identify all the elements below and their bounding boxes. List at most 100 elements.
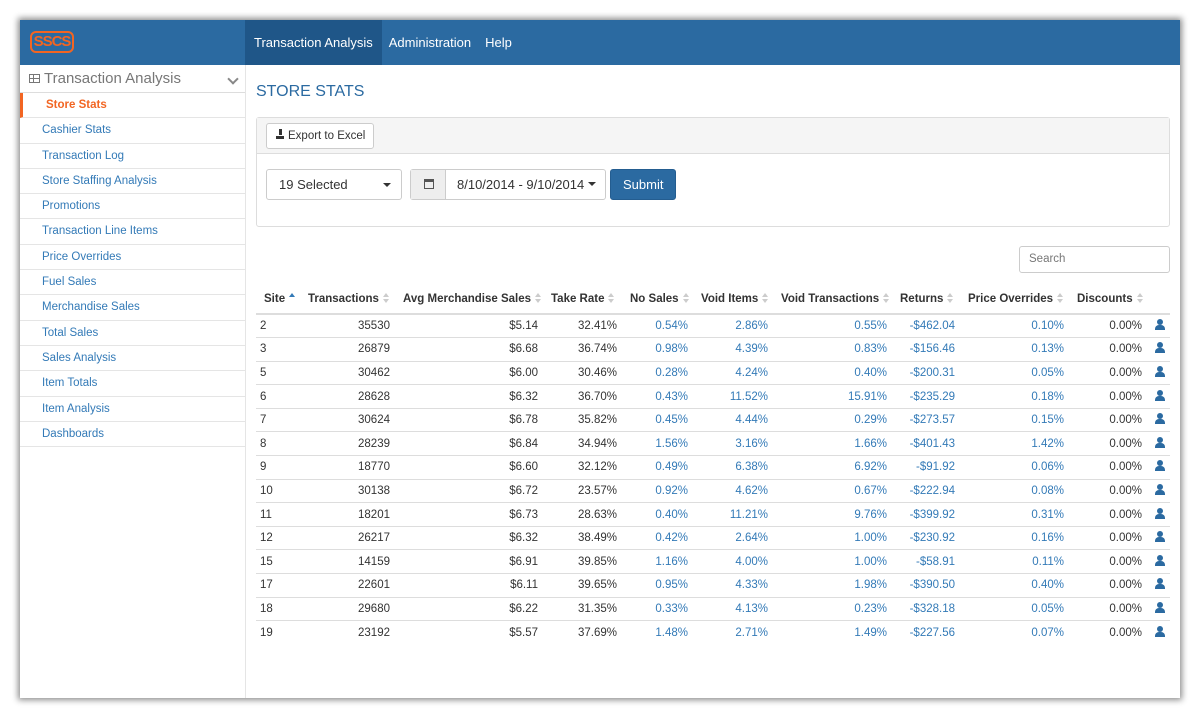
sidebar-link[interactable]: Dashboards (20, 422, 245, 447)
table-cell[interactable]: -$58.91 (892, 550, 960, 574)
table-cell[interactable]: 6.92% (773, 456, 892, 480)
table-cell[interactable]: 4.62% (693, 479, 773, 503)
sidebar-link[interactable]: Merchandise Sales (20, 295, 245, 320)
table-cell[interactable]: 0.23% (773, 597, 892, 621)
table-cell[interactable]: 1.00% (773, 526, 892, 550)
table-cell[interactable]: 1.16% (622, 550, 693, 574)
table-cell[interactable]: 1.00% (773, 550, 892, 574)
sidebar-link[interactable]: Price Overrides (20, 245, 245, 270)
table-cell[interactable]: 0.42% (622, 526, 693, 550)
table-cell[interactable]: 0.67% (773, 479, 892, 503)
table-cell[interactable]: -$328.18 (892, 597, 960, 621)
table-cell[interactable]: 11.52% (693, 385, 773, 409)
table-cell[interactable]: 15.91% (773, 385, 892, 409)
table-cell[interactable]: 1.56% (622, 432, 693, 456)
table-cell[interactable]: 1.49% (773, 621, 892, 645)
table-cell[interactable]: 0.29% (773, 408, 892, 432)
table-cell[interactable]: -$235.29 (892, 385, 960, 409)
column-header[interactable]: Take Rate (543, 284, 622, 314)
table-cell[interactable]: -$200.31 (892, 361, 960, 385)
table-cell[interactable]: 2.71% (693, 621, 773, 645)
user-icon[interactable] (1155, 319, 1165, 330)
sidebar-link[interactable]: Transaction Line Items (20, 219, 245, 244)
sidebar-link[interactable]: Transaction Log (20, 144, 245, 169)
table-cell[interactable]: 11.21% (693, 503, 773, 527)
table-cell[interactable]: 9.76% (773, 503, 892, 527)
table-cell[interactable]: 0.45% (622, 408, 693, 432)
sidebar-link[interactable]: Fuel Sales (20, 270, 245, 295)
table-cell[interactable]: 0.31% (960, 503, 1069, 527)
sidebar-link[interactable]: Sales Analysis (20, 346, 245, 371)
table-cell[interactable]: 1.48% (622, 621, 693, 645)
table-cell[interactable]: 0.10% (960, 314, 1069, 338)
table-cell[interactable]: -$273.57 (892, 408, 960, 432)
user-icon[interactable] (1155, 602, 1165, 613)
table-cell[interactable]: 0.07% (960, 621, 1069, 645)
column-header[interactable]: Discounts (1069, 284, 1147, 314)
sidebar-link[interactable]: Item Analysis (20, 397, 245, 422)
user-icon[interactable] (1155, 413, 1165, 424)
menu-item[interactable]: Help (478, 20, 519, 65)
user-icon[interactable] (1155, 437, 1165, 448)
table-cell[interactable]: 0.83% (773, 338, 892, 362)
column-header[interactable]: Returns (892, 284, 960, 314)
table-cell[interactable]: 4.44% (693, 408, 773, 432)
table-cell[interactable]: 2.64% (693, 526, 773, 550)
column-header[interactable]: Void Transactions (773, 284, 892, 314)
table-cell[interactable]: -$399.92 (892, 503, 960, 527)
sidebar-link[interactable]: Total Sales (20, 321, 245, 346)
table-cell[interactable]: 0.33% (622, 597, 693, 621)
table-cell[interactable]: 0.49% (622, 456, 693, 480)
sidebar-link[interactable]: Item Totals (20, 371, 245, 396)
user-icon[interactable] (1155, 578, 1165, 589)
table-cell[interactable]: 0.98% (622, 338, 693, 362)
table-cell[interactable]: 0.55% (773, 314, 892, 338)
table-cell[interactable]: 4.33% (693, 574, 773, 598)
table-cell[interactable]: 0.08% (960, 479, 1069, 503)
menu-item[interactable]: Administration (382, 20, 478, 65)
table-cell[interactable]: 0.95% (622, 574, 693, 598)
table-cell[interactable]: 0.54% (622, 314, 693, 338)
table-cell[interactable]: 4.39% (693, 338, 773, 362)
sidebar-section[interactable]: Transaction Analysis (20, 65, 245, 93)
table-cell[interactable]: 0.40% (622, 503, 693, 527)
table-cell[interactable]: 0.92% (622, 479, 693, 503)
user-icon[interactable] (1155, 342, 1165, 353)
table-cell[interactable]: 0.05% (960, 361, 1069, 385)
table-cell[interactable]: 4.24% (693, 361, 773, 385)
date-range-picker[interactable]: 8/10/2014 - 9/10/2014 (410, 169, 606, 200)
table-cell[interactable]: 0.15% (960, 408, 1069, 432)
table-cell[interactable]: 1.98% (773, 574, 892, 598)
column-header[interactable]: Transactions (300, 284, 395, 314)
sidebar-link[interactable]: Store Staffing Analysis (20, 169, 245, 194)
user-icon[interactable] (1155, 460, 1165, 471)
table-cell[interactable]: 4.13% (693, 597, 773, 621)
user-icon[interactable] (1155, 390, 1165, 401)
sidebar-link[interactable]: Store Stats (20, 93, 245, 118)
table-cell[interactable]: -$156.46 (892, 338, 960, 362)
table-cell[interactable]: -$401.43 (892, 432, 960, 456)
table-cell[interactable]: 1.42% (960, 432, 1069, 456)
calendar-button[interactable] (411, 170, 446, 199)
column-header[interactable]: Avg Merchandise Sales (395, 284, 543, 314)
table-cell[interactable]: 0.18% (960, 385, 1069, 409)
table-cell[interactable]: -$227.56 (892, 621, 960, 645)
table-cell[interactable]: 3.16% (693, 432, 773, 456)
table-cell[interactable]: 0.40% (960, 574, 1069, 598)
table-cell[interactable]: 0.11% (960, 550, 1069, 574)
table-cell[interactable]: 6.38% (693, 456, 773, 480)
table-cell[interactable]: -$462.04 (892, 314, 960, 338)
table-cell[interactable]: 0.28% (622, 361, 693, 385)
column-header[interactable]: Site (256, 284, 300, 314)
export-button[interactable]: Export to Excel (266, 123, 374, 149)
table-cell[interactable]: 0.06% (960, 456, 1069, 480)
table-cell[interactable]: -$390.50 (892, 574, 960, 598)
table-cell[interactable]: 1.66% (773, 432, 892, 456)
logo[interactable]: SSCS (30, 31, 74, 53)
table-cell[interactable]: 2.86% (693, 314, 773, 338)
sidebar-link[interactable]: Promotions (20, 194, 245, 219)
table-cell[interactable]: 0.05% (960, 597, 1069, 621)
submit-button[interactable]: Submit (610, 169, 676, 200)
table-cell[interactable]: 0.13% (960, 338, 1069, 362)
column-header[interactable]: Price Overrides (960, 284, 1069, 314)
